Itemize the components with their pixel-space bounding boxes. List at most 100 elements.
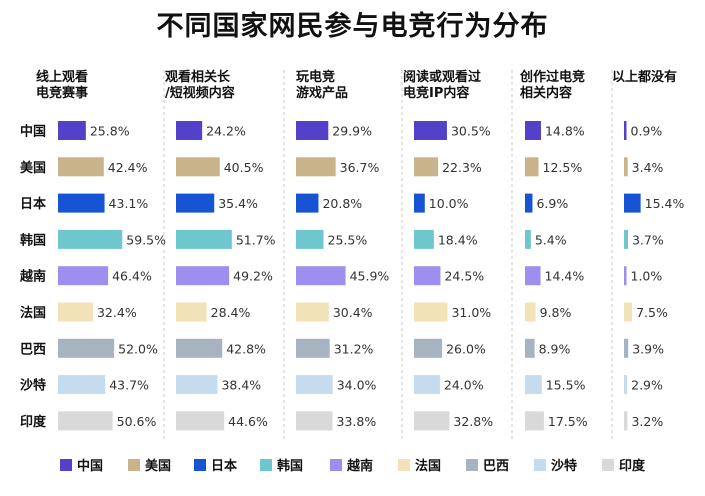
- data-label: 31.0%: [451, 305, 491, 320]
- category-label: 美国: [20, 160, 46, 176]
- data-label: 31.2%: [334, 341, 374, 356]
- panel-header: 阅读或观看过 电竞IP内容: [403, 70, 482, 101]
- data-label: 3.9%: [632, 341, 664, 356]
- data-label: 12.5%: [543, 160, 583, 175]
- bar: [176, 266, 230, 286]
- bar: [58, 193, 105, 213]
- data-label: 25.5%: [328, 232, 368, 247]
- category-label: 日本: [20, 196, 46, 212]
- bar: [624, 266, 627, 286]
- bar: [624, 375, 628, 395]
- bar: [624, 411, 628, 431]
- legend-swatch: [466, 459, 478, 471]
- category-label: 越南: [19, 269, 46, 285]
- category-label: 法国: [20, 305, 46, 321]
- data-label: 25.8%: [90, 124, 130, 139]
- bar: [414, 266, 441, 286]
- legend-label: 越南: [346, 458, 373, 474]
- bar: [525, 193, 533, 213]
- data-label: 10.0%: [429, 196, 469, 211]
- data-label: 3.2%: [631, 414, 663, 429]
- chart-title: 不同国家网民参与电竞行为分布: [156, 11, 549, 42]
- data-label: 7.5%: [636, 305, 668, 320]
- bar: [624, 193, 641, 213]
- data-label: 33.8%: [337, 414, 377, 429]
- data-label: 32.4%: [97, 305, 137, 320]
- bar: [414, 193, 425, 213]
- bar: [58, 121, 86, 140]
- panel-header: 玩电竞 游戏产品: [296, 70, 349, 101]
- bar: [296, 338, 330, 358]
- data-label: 0.9%: [631, 124, 663, 139]
- legend-label: 法国: [415, 458, 441, 474]
- bar: [525, 121, 541, 140]
- bar: [624, 121, 627, 140]
- data-label: 42.4%: [108, 160, 148, 175]
- legend-label: 巴西: [483, 459, 509, 474]
- bar: [58, 302, 93, 322]
- data-label: 20.8%: [322, 196, 362, 211]
- bar: [176, 411, 225, 431]
- data-label: 32.8%: [453, 414, 493, 429]
- data-label: 6.9%: [536, 196, 568, 211]
- data-label: 26.0%: [446, 341, 486, 356]
- data-label: 15.4%: [645, 196, 685, 211]
- data-label: 30.5%: [451, 124, 491, 139]
- data-label: 50.6%: [117, 414, 157, 429]
- data-label: 22.3%: [442, 160, 482, 175]
- data-label: 42.8%: [226, 341, 266, 356]
- data-label: 49.2%: [233, 269, 273, 284]
- bar: [296, 157, 336, 177]
- bar: [624, 229, 628, 249]
- bar: [58, 266, 109, 286]
- panel-header: 创作过电竞 相关内容: [520, 70, 586, 101]
- bar: [414, 157, 439, 177]
- bar: [525, 157, 539, 177]
- data-label: 52.0%: [118, 341, 158, 356]
- data-label: 9.8%: [540, 305, 572, 320]
- legend-swatch: [60, 459, 72, 471]
- data-label: 24.0%: [444, 378, 484, 393]
- category-label: 印度: [20, 414, 47, 430]
- legend-label: 印度: [619, 458, 646, 474]
- data-label: 5.4%: [535, 232, 567, 247]
- bar: [296, 266, 346, 286]
- data-label: 14.4%: [545, 269, 585, 284]
- bar: [176, 302, 207, 322]
- data-label: 3.7%: [632, 232, 664, 247]
- bar: [176, 229, 232, 249]
- data-label: 36.7%: [340, 160, 380, 175]
- legend-label: 美国: [145, 458, 171, 474]
- data-label: 29.9%: [332, 124, 372, 139]
- legend-label: 日本: [211, 458, 237, 474]
- data-label: 43.1%: [109, 196, 149, 211]
- bar: [58, 338, 115, 358]
- bar: [525, 411, 544, 431]
- legend-swatch: [602, 459, 614, 471]
- bar: [176, 375, 218, 395]
- panel-header: 以上都没有: [612, 70, 678, 85]
- data-label: 15.5%: [546, 378, 586, 393]
- data-label: 38.4%: [221, 378, 261, 393]
- legend-swatch: [260, 459, 272, 471]
- bar: [624, 157, 628, 177]
- data-label: 24.5%: [444, 269, 484, 284]
- data-label: 8.9%: [539, 341, 571, 356]
- bar: [414, 411, 450, 431]
- bar: [624, 302, 633, 322]
- bar: [296, 193, 319, 213]
- data-label: 28.4%: [211, 305, 251, 320]
- panel-header: 线上观看 电竞赛事: [36, 70, 89, 101]
- bar: [176, 338, 223, 358]
- category-label: 中国: [20, 124, 46, 140]
- bar: [296, 375, 333, 395]
- bar: [176, 157, 220, 177]
- bar: [525, 229, 531, 249]
- bar: [176, 193, 215, 213]
- data-label: 17.5%: [548, 414, 588, 429]
- legend-swatch: [128, 459, 140, 471]
- bar: [414, 338, 443, 358]
- bar: [58, 411, 113, 431]
